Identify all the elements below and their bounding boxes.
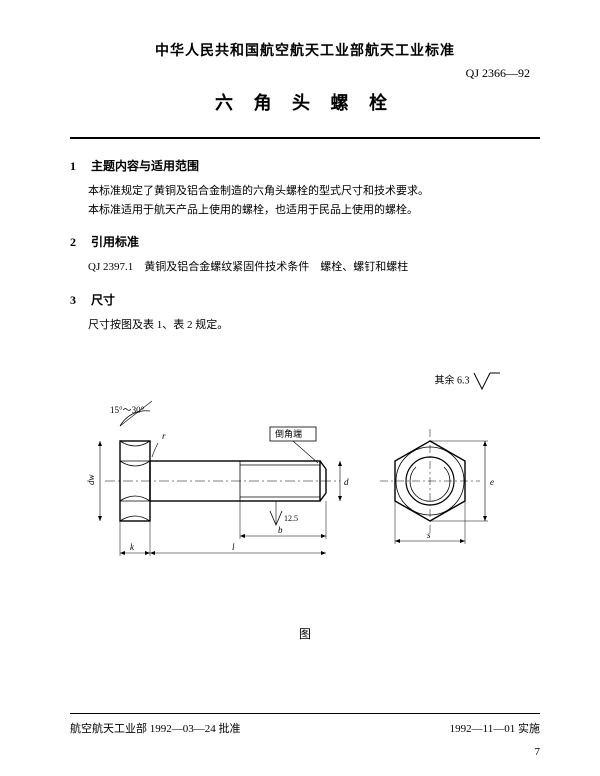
section-3-para-1: 尺寸按图及表 1、表 2 规定。 [88,316,540,335]
dim-dw: dw [86,474,96,485]
header-organization: 中华人民共和国航空航天工业部航天工业标准 [70,40,540,60]
dim-r: r [162,431,166,441]
section-3-num: 3 [70,293,88,308]
dim-e: e [490,477,494,487]
section-1-para-2: 本标准适用于航天产品上使用的螺栓，也适用于民品上使用的螺栓。 [88,201,540,220]
dim-s: s [427,530,431,540]
roughness-label: 其余 [435,375,455,386]
figure-caption: 图 [70,625,540,642]
section-2-heading: 2 引用标准 [70,233,540,250]
dim-l: l [232,542,235,552]
footer-rule [70,713,540,714]
section-3-heading: 3 尺寸 [70,291,540,308]
document-title: 六 角 头 螺 栓 [70,89,540,115]
roughness-12-5: 12.5 [270,501,298,525]
bolt-drawing: 15°～30° r [70,371,540,601]
dim-b: b [278,525,283,535]
section-1-heading: 1 主题内容与适用范围 [70,157,540,174]
angle-label: 15°～30° [110,405,145,415]
section-1-num: 1 [70,159,88,174]
bolt-head-end-view: e s [380,429,494,544]
document-code: QJ 2366—92 [70,66,540,81]
page-number: 7 [535,746,541,758]
footer-approval: 航空航天工业部 1992—03—24 批准 [70,720,241,736]
dim-k: k [130,542,135,552]
technical-diagram: 其余 6.3 15°～30° r [70,371,540,621]
roughness-symbol: 其余 6.3 [435,371,501,391]
roughness-value: 6.3 [457,375,470,386]
section-1-title: 主题内容与适用范围 [91,159,199,173]
section-2-num: 2 [70,235,88,250]
svg-text:倒角端: 倒角端 [275,428,302,439]
footer-effective: 1992—11—01 实施 [450,720,540,736]
header-rule [70,137,540,139]
section-2-title: 引用标准 [91,235,139,249]
section-2-para-1: QJ 2397.1 黄铜及铝合金螺纹紧固件技术条件 螺栓、螺钉和螺柱 [88,258,540,277]
svg-text:12.5: 12.5 [284,514,298,523]
footer: 航空航天工业部 1992—03—24 批准 1992—11—01 实施 [70,707,540,736]
dim-d: d [344,477,349,487]
section-3-title: 尺寸 [91,293,115,307]
chamfer-callout: 倒角端 [270,427,318,463]
section-1-para-1: 本标准规定了黄铜及铝合金制造的六角头螺栓的型式尺寸和技术要求。 [88,182,540,201]
